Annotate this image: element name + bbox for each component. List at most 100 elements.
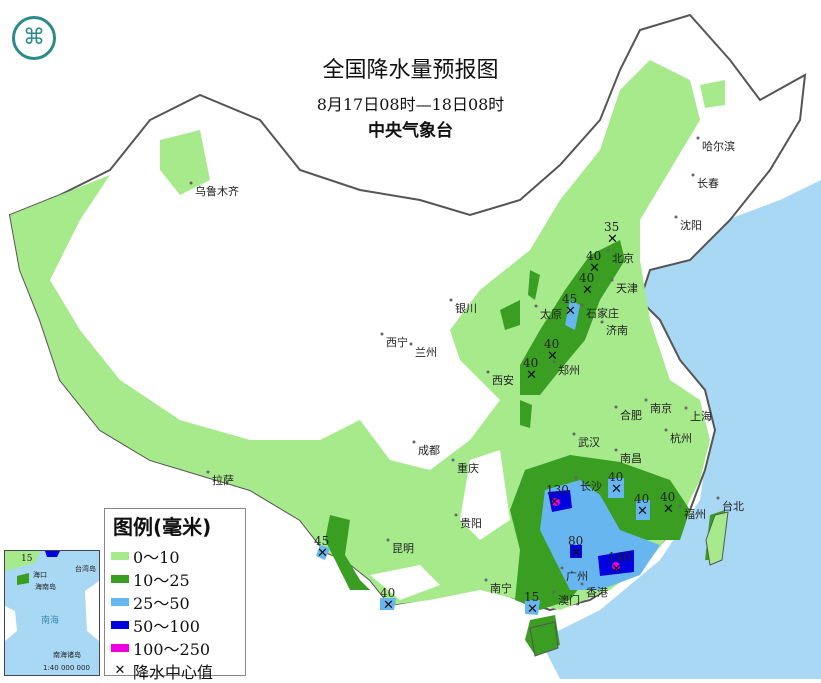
city-marker	[412, 440, 416, 444]
rain-center-value: 15	[524, 590, 539, 604]
inset-label: 台湾岛	[75, 564, 96, 573]
city-label: 西安	[492, 373, 514, 387]
city-marker	[486, 370, 490, 374]
south-china-sea-inset: 15 海口 海南岛 台湾岛 南海 南海诸岛 1:40 000 000	[4, 550, 100, 676]
legend: 图例(毫米) 0～10 10～25 25～50 50～100 100～250 ✕ 降水中心…	[104, 508, 246, 682]
city-label: 哈尔滨	[702, 139, 735, 153]
rain-center-value: 80	[568, 534, 583, 548]
inset-label: 南海诸岛	[53, 650, 81, 659]
rain-center-value: 45	[314, 534, 329, 548]
city-marker	[572, 432, 576, 436]
legend-item: 25～50	[111, 590, 245, 613]
city-label: 长沙	[580, 480, 602, 493]
rain-center-value: 40	[544, 337, 559, 351]
city-marker	[484, 578, 488, 582]
sea	[540, 180, 821, 679]
legend-item: 50～100	[111, 613, 245, 636]
city-marker	[580, 582, 584, 586]
legend-label: 25～50	[133, 593, 190, 613]
city-marker	[691, 173, 695, 177]
city-marker	[610, 278, 614, 282]
rain-center-cross-icon: ✕	[663, 502, 674, 517]
city-label: 澳门	[558, 593, 580, 607]
city-marker	[580, 303, 584, 307]
legend-item-center: ✕ 降水中心值	[111, 659, 245, 682]
city-marker	[606, 248, 610, 252]
inset-label: 海南岛	[35, 582, 56, 591]
legend-label: 50～100	[133, 616, 200, 636]
city-label: 济南	[606, 323, 628, 337]
taiwan	[705, 511, 729, 566]
city-label: 拉萨	[212, 473, 234, 487]
heavy-rainstorm-areas	[552, 498, 620, 570]
rain-center-cross-icon: ✕	[549, 495, 560, 510]
city-marker	[684, 406, 688, 410]
legend-swatch	[111, 551, 129, 560]
city-marker	[644, 398, 648, 402]
rain-center-value: 45	[562, 292, 577, 306]
city-marker	[552, 360, 556, 364]
city-label: 西宁	[386, 335, 408, 349]
city-marker	[451, 458, 455, 462]
city-label: 昆明	[392, 542, 414, 555]
city-label: 福州	[684, 507, 706, 521]
city-label: 上海	[690, 409, 712, 423]
inset-scale: 1:40 000 000	[43, 664, 90, 672]
rain-center-cross-icon: ✕	[527, 602, 538, 617]
inset-label: 海口	[33, 570, 47, 579]
legend-swatch	[111, 574, 129, 583]
legend-item: 0～10	[111, 544, 245, 567]
rain-center-value: 40	[523, 356, 538, 370]
city-marker	[664, 428, 668, 432]
cma-logo: ⌘	[12, 16, 56, 60]
rain-center-cross-icon: ✕	[526, 368, 537, 383]
rain-center-cross-icon: ✕	[317, 546, 328, 561]
city-marker	[189, 181, 193, 185]
map-title: 全国降水量预报图	[322, 58, 499, 83]
city-label: 广州	[566, 570, 588, 583]
city-label: 乌鲁木齐	[195, 184, 239, 198]
city-label: 南宁	[490, 581, 512, 595]
legend-title: 图例(毫米)	[113, 515, 212, 539]
city-marker	[560, 566, 564, 570]
city-marker	[206, 470, 210, 474]
legend-label: 100～250	[133, 639, 211, 659]
city-label: 郑州	[558, 363, 580, 377]
rain-center-cross-icon: ✕	[637, 504, 648, 519]
rain-center-value: 40	[634, 492, 649, 506]
rain-center-cross-icon: ✕	[571, 546, 582, 561]
city-label: 石家庄	[586, 306, 619, 320]
city-label: 台北	[722, 499, 744, 513]
rain-center-value: 130	[546, 483, 569, 497]
rain-center-value: 140	[608, 550, 631, 564]
city-label: 重庆	[457, 461, 479, 475]
rain-center-cross-icon: ✕	[611, 562, 622, 577]
legend-item: 10～25	[111, 567, 245, 590]
rain-center-value: 35	[604, 220, 619, 234]
city-marker	[614, 405, 618, 409]
inset-label: 南海	[41, 614, 59, 626]
city-marker	[534, 304, 538, 308]
city-marker	[449, 298, 453, 302]
rain-center-cross-icon: ✕	[607, 232, 618, 247]
city-label: 杭州	[670, 431, 692, 445]
city-marker	[678, 504, 682, 508]
rain-center-cross-icon: ✕	[383, 598, 394, 613]
city-marker	[454, 513, 458, 517]
rain-center-cross-icon: ✕	[565, 304, 576, 319]
legend-label: 10～25	[133, 570, 190, 590]
city-label: 贵阳	[460, 517, 482, 530]
rain-center-value: 40	[579, 271, 594, 285]
city-label: 长春	[697, 177, 719, 190]
city-label: 太原	[540, 308, 562, 321]
city-label: 北京	[612, 251, 634, 265]
legend-label: 降水中心值	[133, 662, 214, 682]
cross-icon: ✕	[114, 663, 126, 678]
city-marker	[574, 476, 578, 480]
legend-label: 0～10	[133, 547, 180, 567]
legend-swatch	[111, 643, 129, 652]
rain-center-cross-icon: ✕	[547, 349, 558, 364]
map-period: 8月17日08时—18日08时	[316, 95, 505, 114]
legend-swatch	[111, 620, 129, 629]
